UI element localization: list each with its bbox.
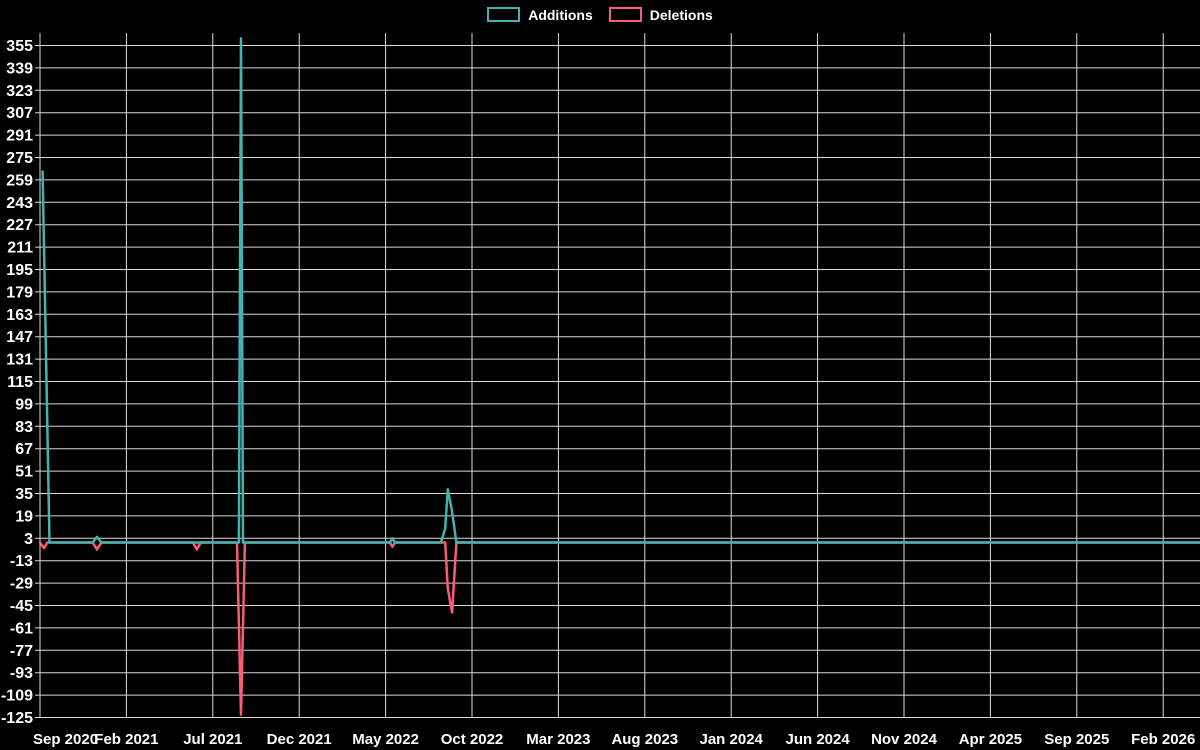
y-tick-label: 211 xyxy=(7,240,33,257)
y-tick-label: 67 xyxy=(15,441,33,458)
y-tick-label: 339 xyxy=(6,60,33,77)
x-tick-label: Mar 2023 xyxy=(526,731,590,748)
y-tick-label: 19 xyxy=(15,508,33,525)
legend-item-deletions[interactable]: Deletions xyxy=(608,6,713,23)
y-tick-label: 195 xyxy=(6,262,33,279)
x-tick-label: Oct 2022 xyxy=(441,731,504,748)
y-tick-label: -45 xyxy=(10,598,33,615)
y-tick-label: -61 xyxy=(10,620,33,637)
additions-swatch-icon xyxy=(487,7,521,22)
y-tick-label: 83 xyxy=(15,419,33,436)
x-tick-label: May 2022 xyxy=(352,731,419,748)
y-tick-label: 259 xyxy=(6,172,33,189)
legend-label-deletions: Deletions xyxy=(649,6,713,23)
y-tick-label: 131 xyxy=(6,352,33,369)
y-tick-label: 51 xyxy=(15,464,33,481)
y-tick-label: 243 xyxy=(6,195,33,212)
y-tick-label: -93 xyxy=(10,665,33,682)
x-tick-label: Nov 2024 xyxy=(871,731,938,748)
legend-label-additions: Additions xyxy=(528,6,593,23)
x-tick-label: Apr 2025 xyxy=(959,731,1022,748)
x-tick-label: Sep 2020 xyxy=(33,731,98,748)
y-tick-label: 3 xyxy=(24,531,33,548)
x-tick-label: Feb 2021 xyxy=(94,731,158,748)
series-line-additions[interactable] xyxy=(41,37,1200,544)
deletions-swatch-icon xyxy=(608,7,642,22)
y-tick-label: 99 xyxy=(15,396,33,413)
y-tick-label: 163 xyxy=(6,307,33,324)
y-tick-label: -13 xyxy=(10,553,33,570)
y-tick-label: 307 xyxy=(6,105,33,122)
series-line-deletions[interactable] xyxy=(38,541,1200,716)
y-tick-label: -125 xyxy=(1,710,33,727)
x-tick-label: Jun 2024 xyxy=(785,731,850,748)
y-tick-label: 275 xyxy=(6,150,33,167)
y-tick-label: 147 xyxy=(6,329,33,346)
y-tick-label: 323 xyxy=(6,83,33,100)
y-tick-label: 179 xyxy=(6,284,33,301)
chart-legend: Additions Deletions xyxy=(0,7,1200,22)
y-tick-label: -109 xyxy=(1,688,33,705)
x-tick-label: Dec 2021 xyxy=(267,731,332,748)
x-tick-label: Sep 2025 xyxy=(1044,731,1109,748)
x-tick-label: Jan 2024 xyxy=(700,731,764,748)
y-tick-label: 35 xyxy=(15,486,33,503)
legend-item-additions[interactable]: Additions xyxy=(487,7,593,22)
x-tick-label: Jul 2021 xyxy=(183,731,242,748)
y-tick-label: -29 xyxy=(10,576,33,593)
y-tick-label: -77 xyxy=(10,643,33,660)
y-tick-label: 115 xyxy=(7,374,33,391)
y-tick-label: 291 xyxy=(6,128,33,145)
y-tick-label: 355 xyxy=(6,38,33,55)
x-tick-label: Feb 2026 xyxy=(1131,731,1195,748)
x-tick-label: Aug 2023 xyxy=(611,731,678,748)
y-tick-label: 227 xyxy=(6,217,33,234)
